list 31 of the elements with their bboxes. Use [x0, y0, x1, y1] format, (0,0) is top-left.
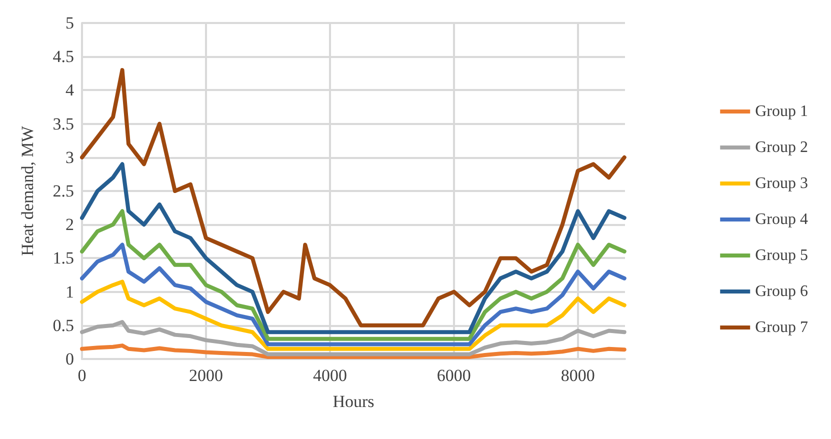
y-tick-label: 0: [66, 350, 74, 368]
y-tick-label: 0.5: [52, 316, 74, 335]
line-series: [80, 209, 626, 341]
legend-label: Group 1: [755, 103, 808, 120]
legend-label: Group 5: [755, 247, 808, 264]
y-tick-label: 4: [66, 80, 74, 100]
line-series: [80, 162, 626, 334]
x-tick-label: 2000: [188, 366, 223, 385]
x-tick-label: 0: [78, 366, 86, 385]
line-series: [80, 242, 626, 346]
y-axis-title: Heat demand, MW: [18, 125, 37, 256]
y-tick-label: 1: [66, 282, 74, 302]
x-tick-label: 6000: [436, 366, 471, 385]
y-tick-label: 1.5: [52, 248, 74, 268]
line-series: [80, 280, 626, 351]
legend-label: Group 4: [755, 211, 808, 228]
legend-label: Group 2: [755, 139, 808, 156]
x-tick-label: 4000: [312, 366, 347, 385]
y-tick-label: 3: [66, 148, 74, 167]
x-axis-title: Hours: [332, 392, 374, 411]
y-tick-label: 5: [66, 14, 74, 32]
legend-label: Group 7: [755, 319, 808, 336]
y-tick-label: 3.5: [52, 114, 74, 134]
y-tick-label: 2.5: [52, 182, 74, 200]
y-tick-label: 2: [66, 215, 74, 234]
x-tick-label: 8000: [560, 366, 595, 385]
y-tick-label: 4.5: [52, 47, 74, 66]
line-series: [80, 68, 626, 328]
legend-label: Group 3: [755, 175, 808, 192]
line-series: [80, 320, 626, 356]
legend-label: Group 6: [755, 283, 808, 300]
